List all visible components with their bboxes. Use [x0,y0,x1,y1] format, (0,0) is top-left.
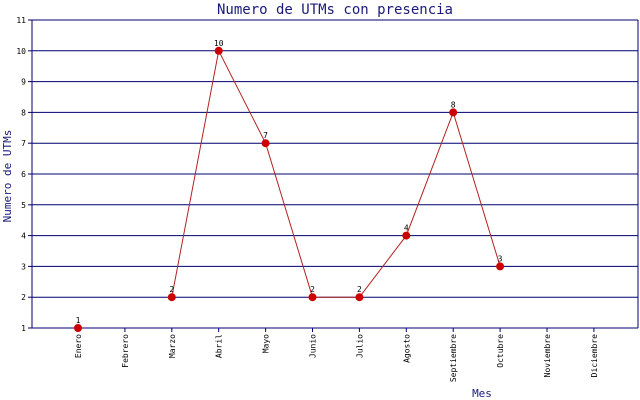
x-tick-label-3: Abril [215,334,224,358]
x-tick-label-0: Enero [74,334,83,358]
x-tick-label-11: Diciembre [590,334,599,378]
y-tick-labels: 1 2 3 4 5 6 7 8 9 10 11 [16,16,32,333]
x-tick-label-1: Febrero [121,334,130,368]
data-point-marzo [167,293,176,302]
data-label-julio: 2 [357,285,362,294]
data-point-agosto [402,231,411,240]
chart-title: Numero de UTMs con presencia [217,2,453,18]
data-point-junio [308,293,317,302]
x-tick-label-4: Mayo [262,334,271,353]
y-tick-label-4: 4 [21,232,26,241]
y-axis-label: Numero de UTMs [1,130,14,223]
y-tick-label-6: 6 [21,170,26,179]
series [171,49,501,298]
data-label-enero: 1 [76,316,81,325]
data-label-marzo: 2 [169,285,174,294]
y-tick-label-5: 5 [21,201,26,210]
data-point-enero [74,324,82,332]
data-point-septiembre [449,108,458,117]
data-label-mayo: 7 [263,131,268,140]
x-tick-label-5: Junio [309,334,318,358]
data-point-abril [214,46,223,55]
y-tick-label-2: 2 [21,293,26,302]
y-tick-label-10: 10 [16,47,26,56]
x-tick-label-9: Octubre [496,334,505,368]
data-point-julio [355,293,364,302]
x-axis-label: Mes [472,387,492,400]
x-tick-label-10: Noviembre [543,334,552,378]
data-label-septiembre: 8 [451,100,456,109]
y-tick-label-11: 11 [16,16,26,25]
data-points [74,46,505,332]
data-point-octubre [496,262,505,271]
y-tick-label-8: 8 [21,108,26,117]
data-label-octubre: 3 [498,254,503,263]
data-labels: 1 2 10 7 2 2 4 8 3 [76,39,503,325]
x-tick-label-7: Agosto [402,334,411,363]
y-tick-label-7: 7 [21,139,26,148]
grid [32,19,638,329]
y-tick-label-9: 9 [21,78,26,87]
data-point-mayo [261,139,270,148]
data-label-junio: 2 [310,285,315,294]
y-tick-label-1: 1 [21,324,26,333]
data-label-abril: 10 [214,39,224,48]
series-line [171,49,501,298]
x-tick-label-8: Septiembre [449,334,458,382]
data-label-agosto: 4 [404,224,409,233]
x-tick-labels: Enero Febrero Marzo Abril Mayo Junio Julio Agos… [74,328,599,382]
x-tick-label-6: Julio [355,334,364,358]
x-tick-label-2: Marzo [168,334,177,358]
y-tick-label-3: 3 [21,262,26,271]
